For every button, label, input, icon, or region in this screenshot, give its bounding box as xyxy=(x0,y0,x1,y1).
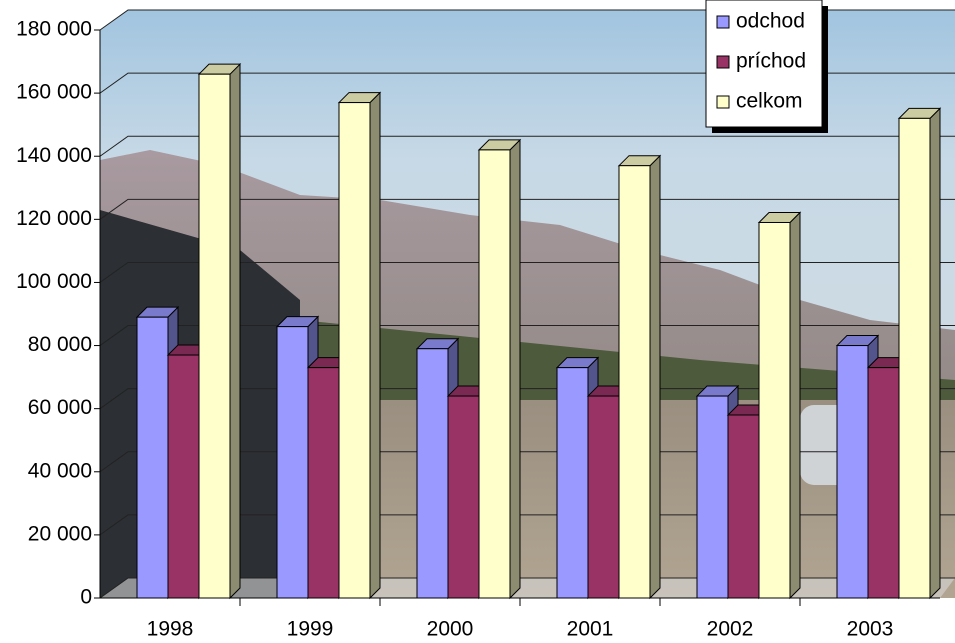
grid xyxy=(99,9,955,599)
grid-line xyxy=(99,9,955,31)
x-tick-label: 2002 xyxy=(707,618,754,641)
bar-front xyxy=(307,367,340,599)
grid-line xyxy=(99,325,955,346)
bar-front xyxy=(758,221,791,599)
bar-front xyxy=(556,367,589,599)
bar-side xyxy=(929,107,941,600)
bar-front xyxy=(478,149,511,599)
y-tick-label: 80 000 xyxy=(28,333,92,356)
bar-side xyxy=(369,91,381,600)
bar-front xyxy=(587,395,620,599)
x-tick-label: 1998 xyxy=(147,618,194,641)
y-tick-label: 0 xyxy=(80,586,92,609)
x-tick-label: 1999 xyxy=(287,618,334,641)
bar-side xyxy=(789,211,801,600)
bar-side xyxy=(649,154,661,600)
legend: odchod príchod celkom xyxy=(705,0,828,133)
grid-line xyxy=(99,198,955,220)
y-tick-label: 100 000 xyxy=(16,270,92,293)
bar xyxy=(617,154,662,600)
x-tick-label: 2000 xyxy=(427,618,474,641)
bar xyxy=(897,107,942,600)
y-tick-label: 160 000 xyxy=(16,81,92,104)
bar-front xyxy=(867,367,900,599)
grid-line xyxy=(99,135,955,157)
bar-front xyxy=(618,165,651,599)
grid-line xyxy=(99,388,955,410)
bar-front xyxy=(696,395,729,599)
y-tick-label: 120 000 xyxy=(16,207,92,230)
bar-front xyxy=(898,117,931,599)
y-tick-label: 180 000 xyxy=(16,18,92,41)
grid-line xyxy=(99,261,955,283)
bar-front xyxy=(276,326,309,599)
bar xyxy=(337,91,382,600)
legend-label: príchod xyxy=(736,50,806,73)
bar-front xyxy=(836,345,869,599)
bar-front xyxy=(447,395,480,599)
bar-front xyxy=(727,414,760,599)
legend-label: celkom xyxy=(736,90,803,113)
bar-front xyxy=(167,354,200,599)
x-tick-label: 2001 xyxy=(567,618,614,641)
bar xyxy=(757,211,802,600)
bar-front xyxy=(198,73,231,599)
legend-label: odchod xyxy=(736,10,805,33)
grid-line xyxy=(99,451,955,473)
grid-line xyxy=(99,514,955,536)
bar xyxy=(197,62,242,600)
grid-line xyxy=(99,577,955,599)
legend-swatch xyxy=(716,55,730,69)
y-tick-label: 140 000 xyxy=(16,144,92,167)
x-tick-label: 2003 xyxy=(847,618,894,641)
bar xyxy=(477,138,522,600)
bar-side xyxy=(229,62,241,600)
legend-swatch xyxy=(716,15,730,29)
bar-front xyxy=(136,316,169,599)
bars xyxy=(135,62,942,600)
bar-front xyxy=(416,348,449,599)
y-tick-label: 40 000 xyxy=(28,459,92,482)
bar-side xyxy=(509,138,521,600)
bar-front xyxy=(338,102,371,599)
legend-swatch xyxy=(716,95,730,109)
y-tick-label: 20 000 xyxy=(28,522,92,545)
grid-line xyxy=(99,72,955,94)
y-tick-label: 60 000 xyxy=(28,396,92,419)
